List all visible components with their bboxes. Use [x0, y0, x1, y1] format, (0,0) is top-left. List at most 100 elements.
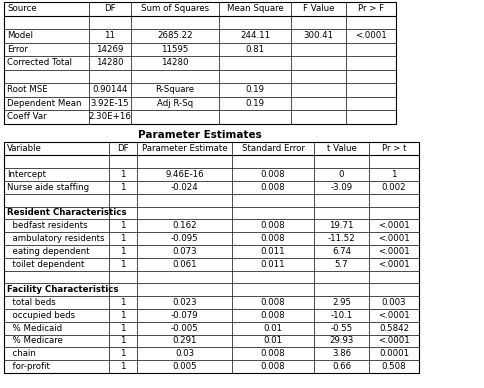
Text: 3.92E-15: 3.92E-15 — [91, 99, 129, 108]
Text: 0.81: 0.81 — [245, 45, 264, 54]
Text: Standard Error: Standard Error — [241, 144, 304, 153]
Text: 1: 1 — [120, 311, 125, 320]
Text: Facility Characteristics: Facility Characteristics — [7, 285, 118, 294]
Text: Adj R-Sq: Adj R-Sq — [157, 99, 193, 108]
Text: Variable: Variable — [7, 144, 42, 153]
Text: 0.90144: 0.90144 — [92, 85, 127, 94]
Text: 0: 0 — [338, 170, 344, 179]
Text: 300.41: 300.41 — [303, 31, 333, 40]
Text: 0.008: 0.008 — [260, 221, 285, 230]
Text: 6.74: 6.74 — [331, 247, 350, 256]
Text: -0.005: -0.005 — [170, 324, 198, 333]
Text: 0.011: 0.011 — [260, 260, 285, 268]
Text: 1: 1 — [120, 221, 125, 230]
Text: Nurse aide staffing: Nurse aide staffing — [7, 183, 89, 192]
Text: bedfast residents: bedfast residents — [7, 221, 88, 230]
Text: 0.008: 0.008 — [260, 183, 285, 192]
Text: -0.079: -0.079 — [170, 311, 198, 320]
Text: 0.008: 0.008 — [260, 349, 285, 358]
Text: -3.09: -3.09 — [330, 183, 352, 192]
Text: -0.024: -0.024 — [170, 183, 198, 192]
Text: % Medicare: % Medicare — [7, 336, 63, 345]
Text: % Medicaid: % Medicaid — [7, 324, 62, 333]
Text: 0.19: 0.19 — [245, 99, 264, 108]
Text: chain: chain — [7, 349, 36, 358]
Text: 1: 1 — [120, 247, 125, 256]
Text: 5.7: 5.7 — [334, 260, 348, 268]
Text: 11595: 11595 — [161, 45, 188, 54]
Text: DF: DF — [117, 144, 129, 153]
Text: Sum of Squares: Sum of Squares — [141, 4, 209, 13]
Text: Model: Model — [7, 31, 33, 40]
Text: 0.002: 0.002 — [381, 183, 406, 192]
Text: 2.30E+16: 2.30E+16 — [89, 112, 131, 121]
Text: t Value: t Value — [326, 144, 356, 153]
Text: Resident Characteristics: Resident Characteristics — [7, 208, 126, 217]
Text: 0.508: 0.508 — [381, 362, 406, 371]
Text: 244.11: 244.11 — [240, 31, 270, 40]
Text: Parameter Estimate: Parameter Estimate — [141, 144, 227, 153]
Text: 14280: 14280 — [96, 58, 123, 67]
Text: Intercept: Intercept — [7, 170, 46, 179]
Text: Parameter Estimates: Parameter Estimates — [138, 130, 261, 140]
Text: 2.95: 2.95 — [332, 298, 350, 307]
Text: 1: 1 — [120, 349, 125, 358]
Text: 0.005: 0.005 — [172, 362, 197, 371]
Text: 0.5842: 0.5842 — [378, 324, 408, 333]
Text: F Value: F Value — [302, 4, 333, 13]
Text: <.0001: <.0001 — [378, 221, 409, 230]
Text: 14280: 14280 — [161, 58, 188, 67]
Text: for-profit: for-profit — [7, 362, 50, 371]
Text: 1: 1 — [120, 362, 125, 371]
Text: 0.03: 0.03 — [175, 349, 194, 358]
Text: <.0001: <.0001 — [378, 234, 409, 243]
Text: 3.86: 3.86 — [331, 349, 350, 358]
Text: 1: 1 — [391, 170, 396, 179]
Text: Coeff Var: Coeff Var — [7, 112, 46, 121]
Text: 1: 1 — [120, 336, 125, 345]
Text: 0.008: 0.008 — [260, 298, 285, 307]
Text: 0.008: 0.008 — [260, 234, 285, 243]
Text: Mean Square: Mean Square — [226, 4, 283, 13]
Text: Corrected Total: Corrected Total — [7, 58, 72, 67]
Text: 0.073: 0.073 — [172, 247, 197, 256]
Text: 0.003: 0.003 — [381, 298, 406, 307]
Text: <.0001: <.0001 — [378, 247, 409, 256]
Text: 11: 11 — [104, 31, 115, 40]
Text: 0.008: 0.008 — [260, 362, 285, 371]
Text: toilet dependent: toilet dependent — [7, 260, 84, 268]
Text: 19.71: 19.71 — [329, 221, 353, 230]
Text: Root MSE: Root MSE — [7, 85, 47, 94]
Text: -11.52: -11.52 — [327, 234, 355, 243]
Text: 29.93: 29.93 — [329, 336, 353, 345]
Text: 9.46E-16: 9.46E-16 — [165, 170, 203, 179]
Text: 14269: 14269 — [96, 45, 123, 54]
Text: Source: Source — [7, 4, 37, 13]
Text: ambulatory residents: ambulatory residents — [7, 234, 104, 243]
Text: 0.291: 0.291 — [172, 336, 197, 345]
Text: -10.1: -10.1 — [330, 311, 352, 320]
Bar — [4, 2, 395, 123]
Text: 2685.22: 2685.22 — [157, 31, 193, 40]
Text: 0.01: 0.01 — [263, 336, 282, 345]
Text: R-Square: R-Square — [155, 85, 194, 94]
Text: 0.008: 0.008 — [260, 170, 285, 179]
Text: 1: 1 — [120, 324, 125, 333]
Text: 0.0001: 0.0001 — [378, 349, 408, 358]
Text: 1: 1 — [120, 234, 125, 243]
Text: 0.008: 0.008 — [260, 311, 285, 320]
Text: <.0001: <.0001 — [378, 311, 409, 320]
Text: <.0001: <.0001 — [378, 336, 409, 345]
Text: eating dependent: eating dependent — [7, 247, 90, 256]
Text: DF: DF — [104, 4, 116, 13]
Text: Error: Error — [7, 45, 28, 54]
Bar — [4, 142, 418, 373]
Text: <.0001: <.0001 — [354, 31, 386, 40]
Text: 0.011: 0.011 — [260, 247, 285, 256]
Text: Pr > t: Pr > t — [381, 144, 406, 153]
Text: 0.01: 0.01 — [263, 324, 282, 333]
Text: -0.095: -0.095 — [170, 234, 198, 243]
Text: 0.023: 0.023 — [172, 298, 197, 307]
Text: -0.55: -0.55 — [330, 324, 352, 333]
Text: 0.19: 0.19 — [245, 85, 264, 94]
